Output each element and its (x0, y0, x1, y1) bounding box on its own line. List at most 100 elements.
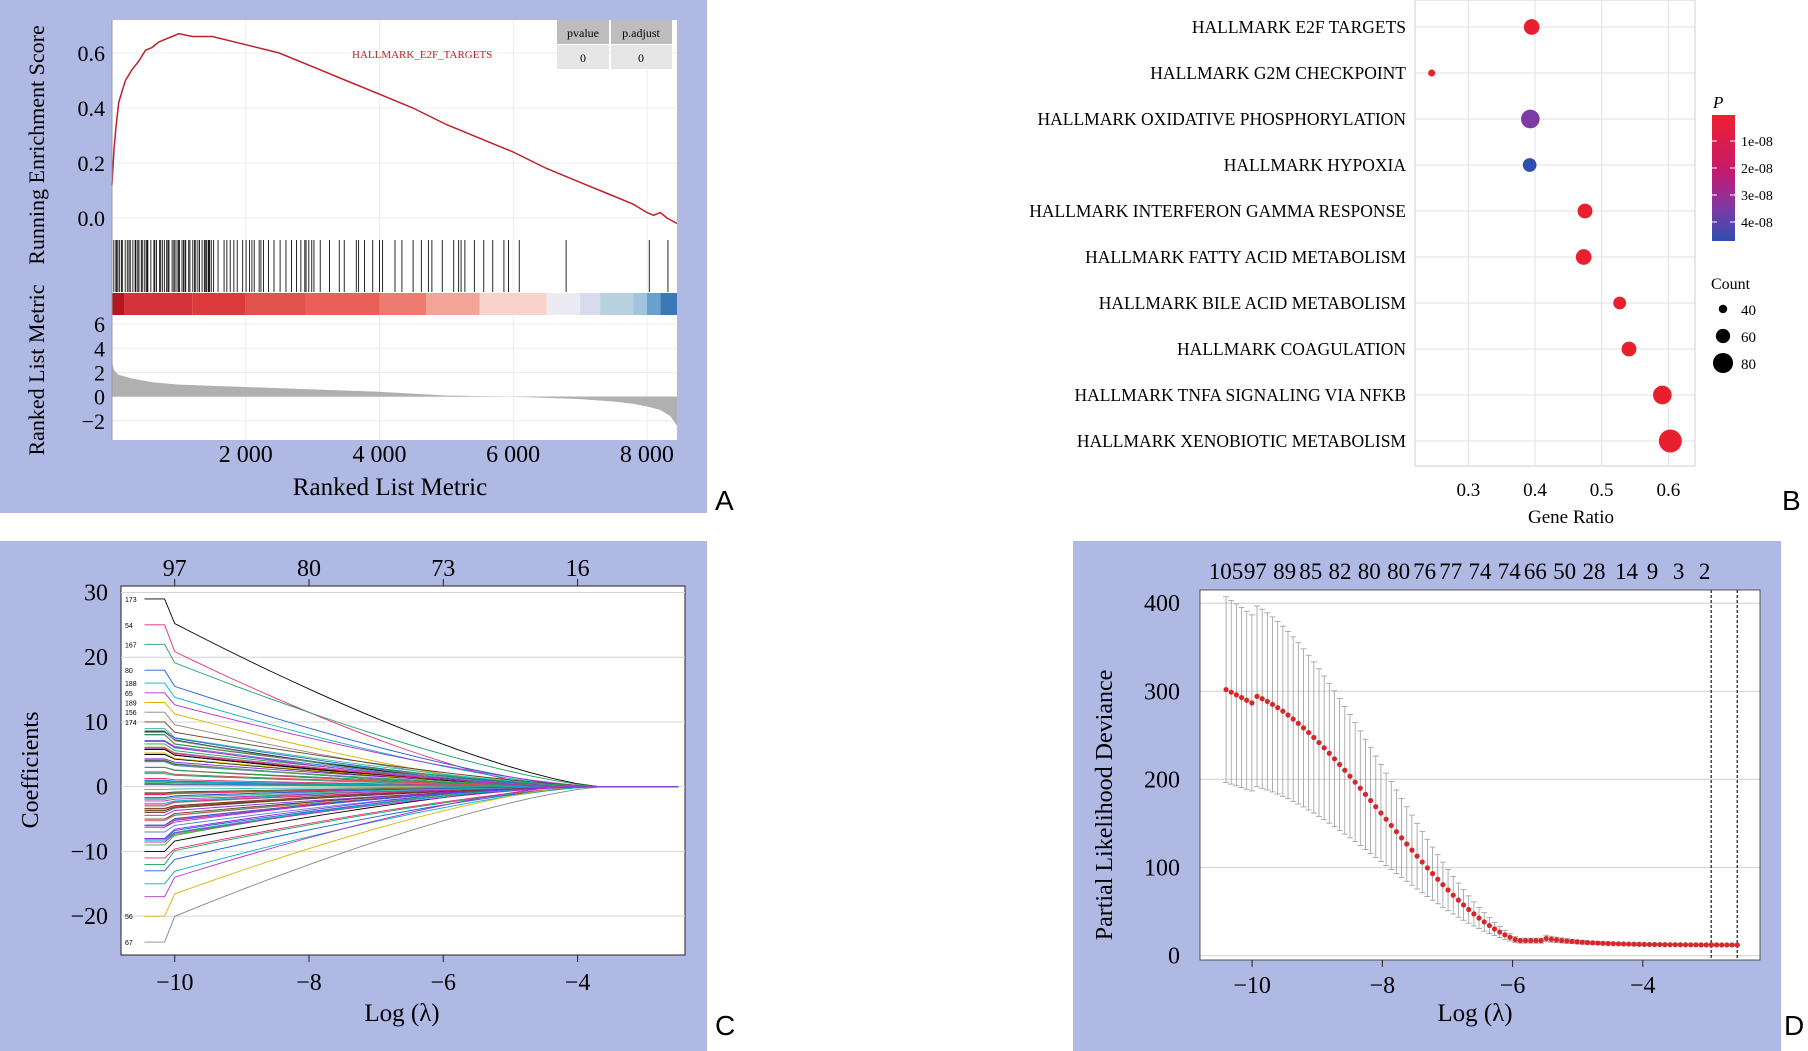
dotplot-legend-count: Count 40 60 80 (1711, 276, 1756, 374)
dotplot-category-label: HALLMARK FATTY ACID METABOLISM (1085, 247, 1406, 267)
gsea-heat-segment (660, 293, 677, 315)
dotplot-dots (1428, 19, 1682, 453)
cv-mean-point (1734, 942, 1740, 948)
dotplot-panel: HALLMARK E2F TARGETS HALLMARK G2M CHECKPO… (1029, 0, 1773, 528)
cv-mean-point (1522, 938, 1529, 944)
cv-mean-point (1584, 939, 1591, 946)
cv-mean-point (1300, 725, 1307, 731)
lasso-path-label: 65 (125, 691, 133, 698)
gsea-lines (111, 20, 678, 440)
lasso-path-label: 189 (125, 701, 137, 708)
lasso-coefficient-path (144, 598, 679, 788)
gsea-hit-bars (113, 240, 669, 292)
cv-mean-point (1347, 773, 1353, 779)
cv-mean-point (1533, 938, 1539, 944)
gsea-heat-segment (600, 293, 634, 315)
cv-top-tick: 66 (1524, 559, 1547, 584)
legend-count-label: 60 (1741, 330, 1756, 346)
cv-mean-point (1538, 938, 1544, 944)
gsea-plot-area (112, 20, 677, 440)
gsea-es-tick: 0.4 (78, 96, 106, 121)
dotplot-x-ticks: 0.3 0.4 0.5 0.6 (1456, 480, 1680, 501)
cv-top-tick: 80 (1387, 559, 1410, 584)
lasso-path-panel: 173 54 167 80 188 65 189 156 174 56 67 30 20 10 0 −10 −… (0, 541, 707, 1051)
dotplot-category-label: HALLMARK INTERFERON GAMMA RESPONSE (1029, 201, 1406, 221)
legend-count-title: Count (1711, 276, 1751, 293)
cv-mean-point (1383, 816, 1389, 822)
lasso-top-tick: 73 (431, 556, 455, 582)
gsea-grid (112, 20, 677, 440)
lasso-coefficient-path (144, 786, 679, 799)
dotplot-xlabel: Gene Ratio (1528, 507, 1614, 528)
cv-mean-point (1254, 693, 1260, 699)
dotplot-category-labels: HALLMARK E2F TARGETS HALLMARK G2M CHECKPO… (1029, 17, 1406, 451)
gsea-ylabel-metric: Ranked List Metric (24, 284, 49, 455)
cv-mean-point (1316, 739, 1322, 746)
cv-top-tick: 80 (1358, 559, 1381, 584)
gsea-es-tick: 0.6 (78, 41, 106, 66)
cv-mean-point (1497, 929, 1503, 935)
gsea-stats-table: pvalue p.adjust 0 0 (557, 20, 672, 69)
cv-ylabel: Partial Likelihood Deviance (1092, 670, 1118, 941)
cv-mean-point (1249, 700, 1255, 706)
cv-top-tick: 9 (1647, 559, 1659, 584)
cv-mean-point (1517, 938, 1523, 944)
cv-top-tick: 74 (1498, 559, 1522, 584)
lasso-y-tick: 20 (84, 645, 108, 671)
cv-mean-point (1543, 935, 1549, 942)
lasso-coefficient-path (144, 766, 679, 788)
table-header-cell (557, 20, 609, 44)
cv-mean-point (1238, 694, 1245, 701)
lasso-ylabel: Coefficients (18, 712, 44, 829)
cv-mean-point (1636, 941, 1642, 947)
gsea-heat-segment (633, 293, 647, 315)
cv-mean-point (1719, 942, 1725, 948)
cv-xlabel: Log (λ) (1437, 1000, 1512, 1027)
legend-count-dot (1712, 352, 1734, 374)
dotplot-x-tick: 0.6 (1656, 480, 1680, 501)
gsea-metric-tick: −2 (82, 409, 105, 434)
legend-p-label: 4e-08 (1741, 216, 1773, 231)
cv-mean-point (1559, 937, 1565, 944)
gsea-rank-heatstrip (112, 293, 677, 315)
cv-mean-point (1460, 902, 1467, 908)
cv-mean-point (1228, 689, 1234, 695)
gsea-ylabel-es: Running Enrichment Score (24, 25, 49, 265)
cv-mean-point (1326, 750, 1332, 756)
gsea-metric-tick: 2 (94, 360, 105, 385)
lasso-coefficient-paths (144, 598, 679, 943)
gsea-ranked-metric-area (112, 361, 677, 426)
cv-plot-border (1199, 589, 1761, 961)
cv-plot-area (1200, 590, 1760, 960)
cv-mean-point (1590, 940, 1596, 946)
lasso-path-label: 54 (125, 623, 133, 630)
dotplot-category-label: HALLMARK TNFA SIGNALING VIA NFKB (1074, 385, 1406, 405)
dotplot-x-tick: 0.3 (1456, 480, 1480, 501)
legend-p-colorbar (1712, 115, 1735, 241)
lasso-coefficient-path (144, 682, 679, 788)
lasso-path-label: 173 (125, 597, 137, 604)
cv-mean-point (1342, 767, 1348, 773)
dotplot-x-tick: 0.4 (1523, 480, 1547, 501)
lasso-coefficient-path (144, 786, 679, 841)
lasso-path-label: 80 (125, 668, 133, 675)
cv-mean-point (1295, 720, 1301, 726)
cv-mean-point (1502, 932, 1508, 938)
lasso-y-tick: 30 (84, 580, 108, 606)
lasso-coefficient-path (144, 786, 679, 885)
gsea-heat-segment (546, 293, 581, 315)
cv-mean-point (1244, 697, 1250, 703)
lasso-top-tick: 80 (297, 556, 321, 582)
cv-mean-point (1306, 729, 1312, 736)
cv-mean-point (1677, 942, 1684, 948)
dotplot-category-label: HALLMARK COAGULATION (1177, 339, 1406, 359)
gsea-heat-segment (305, 293, 380, 315)
cv-x-tick: −8 (1370, 973, 1396, 999)
gsea-x-tick: 6 000 (486, 442, 540, 468)
cv-mean-points (1223, 686, 1740, 948)
cv-mean-point (1693, 942, 1699, 948)
legend-p-label: 2e-08 (1741, 162, 1773, 177)
cv-mean-point (1615, 941, 1622, 947)
dotplot-category-label: HALLMARK G2M CHECKPOINT (1150, 63, 1406, 83)
gsea-heat-segment (379, 293, 427, 315)
